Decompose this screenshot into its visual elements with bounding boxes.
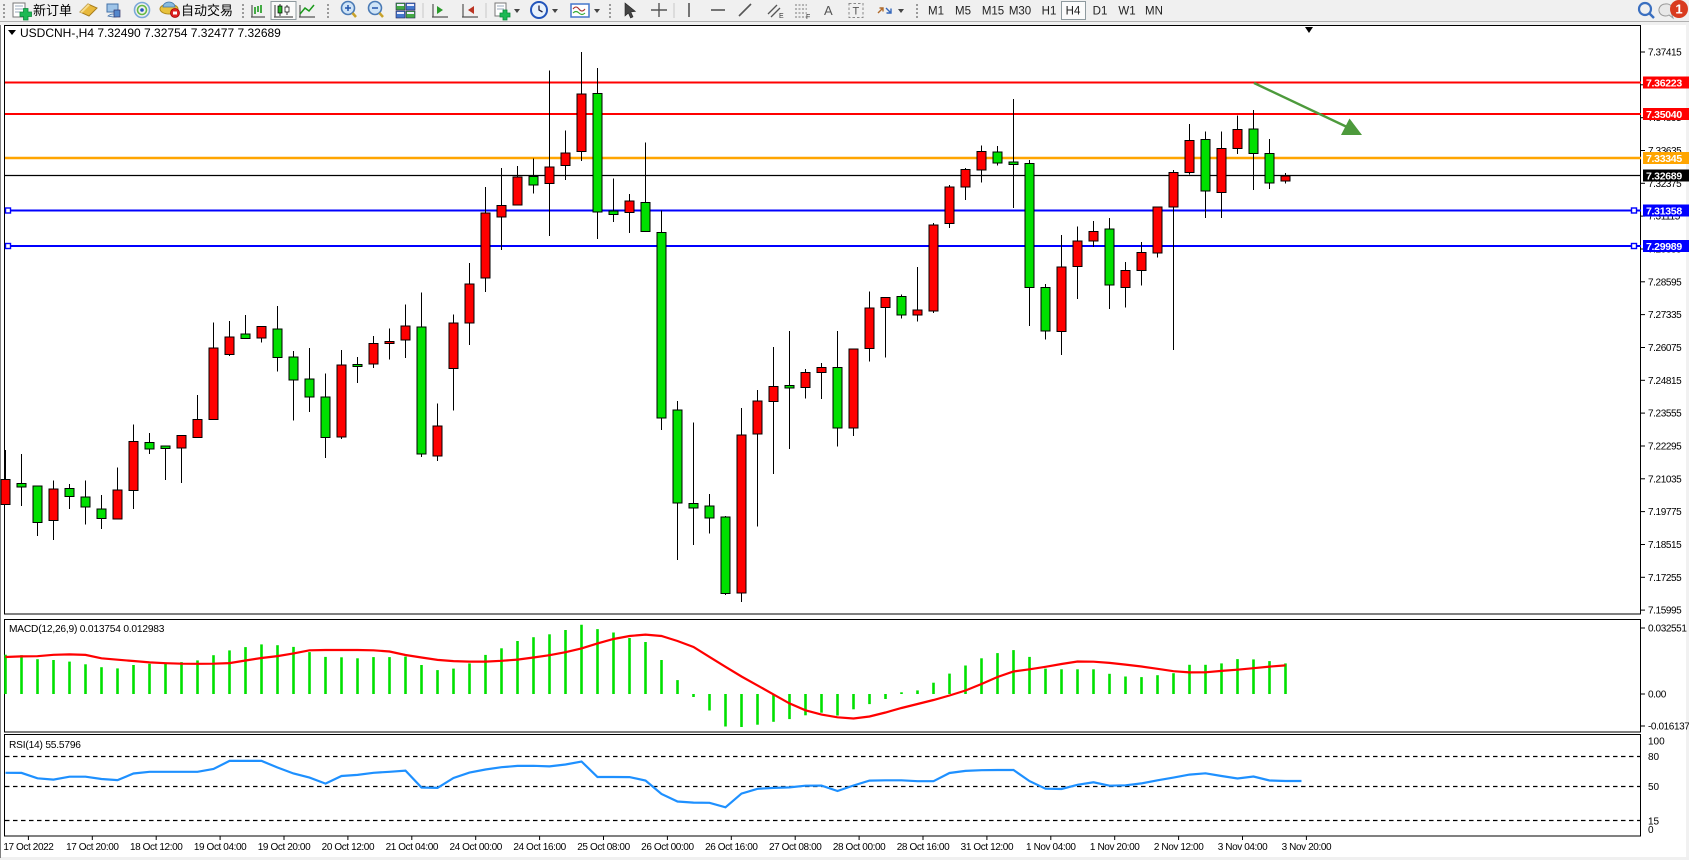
svg-text:3 Nov 20:00: 3 Nov 20:00	[1282, 842, 1332, 853]
svg-text:80: 80	[1648, 752, 1660, 763]
svg-text:M1: M1	[928, 6, 944, 18]
svg-text:7.33635: 7.33635	[1648, 146, 1682, 157]
svg-text:2 Nov 12:00: 2 Nov 12:00	[1154, 842, 1204, 853]
svg-text:T: T	[853, 6, 860, 18]
svg-text:3 Nov 04:00: 3 Nov 04:00	[1218, 842, 1268, 853]
svg-text:1 Nov 20:00: 1 Nov 20:00	[1090, 842, 1140, 853]
svg-text:7.22295: 7.22295	[1648, 442, 1682, 453]
svg-text:7.18515: 7.18515	[1648, 540, 1682, 551]
svg-text:7.31115: 7.31115	[1648, 212, 1681, 223]
svg-text:7.31358: 7.31358	[1646, 206, 1682, 218]
svg-text:26 Oct 00:00: 26 Oct 00:00	[641, 842, 694, 853]
svg-text:0.032551: 0.032551	[1648, 624, 1687, 635]
svg-text:7.27335: 7.27335	[1648, 310, 1682, 321]
svg-text:F: F	[806, 14, 810, 21]
svg-text:7.26075: 7.26075	[1648, 343, 1682, 354]
svg-text:USDCNH-,H4 7.32490 7.32754 7.: USDCNH-,H4 7.32490 7.32754 7.32477 7.326…	[20, 26, 281, 40]
svg-text:MACD(12,26,9) 0.013754 0.01298: MACD(12,26,9) 0.013754 0.012983	[9, 624, 165, 635]
svg-text:7.15995: 7.15995	[1648, 606, 1682, 617]
svg-text:E: E	[779, 13, 784, 20]
svg-text:7.35040: 7.35040	[1646, 109, 1682, 121]
svg-text:D1: D1	[1093, 6, 1108, 18]
svg-text:7.21035: 7.21035	[1648, 474, 1682, 485]
svg-text:7.36223: 7.36223	[1646, 78, 1682, 90]
svg-text:100: 100	[1648, 736, 1665, 747]
svg-text:7.37415: 7.37415	[1648, 48, 1682, 59]
svg-text:31 Oct 12:00: 31 Oct 12:00	[961, 842, 1014, 853]
svg-text:W1: W1	[1118, 6, 1135, 18]
svg-text:24 Oct 16:00: 24 Oct 16:00	[513, 842, 566, 853]
svg-text:28 Oct 00:00: 28 Oct 00:00	[833, 842, 886, 853]
svg-text:A: A	[824, 3, 833, 18]
svg-text:0: 0	[1648, 825, 1654, 836]
svg-text:15: 15	[1648, 817, 1660, 828]
svg-text:17 Oct 2022: 17 Oct 2022	[3, 842, 54, 853]
svg-text:7.17255: 7.17255	[1648, 573, 1682, 584]
svg-text:MN: MN	[1145, 6, 1163, 18]
svg-text:19 Oct 20:00: 19 Oct 20:00	[258, 842, 311, 853]
svg-text:RSI(14) 55.5796: RSI(14) 55.5796	[9, 740, 81, 751]
svg-text:1: 1	[1675, 2, 1682, 17]
svg-text:7.32375: 7.32375	[1648, 179, 1682, 190]
svg-text:7.28595: 7.28595	[1648, 277, 1682, 288]
svg-text:19 Oct 04:00: 19 Oct 04:00	[194, 842, 247, 853]
svg-text:50: 50	[1648, 782, 1660, 793]
svg-text:7.19775: 7.19775	[1648, 507, 1682, 518]
svg-text:28 Oct 16:00: 28 Oct 16:00	[897, 842, 950, 853]
svg-text:新订单: 新订单	[33, 3, 72, 18]
svg-text:7.33345: 7.33345	[1646, 153, 1682, 165]
svg-text:M30: M30	[1009, 6, 1031, 18]
svg-text:18 Oct 12:00: 18 Oct 12:00	[130, 842, 183, 853]
svg-text:7.23555: 7.23555	[1648, 409, 1682, 420]
svg-text:24 Oct 00:00: 24 Oct 00:00	[449, 842, 502, 853]
svg-text:H1: H1	[1042, 6, 1057, 18]
svg-text:0.00: 0.00	[1648, 690, 1667, 701]
svg-text:20 Oct 12:00: 20 Oct 12:00	[322, 842, 375, 853]
svg-text:-0.016137: -0.016137	[1648, 722, 1689, 733]
svg-text:17 Oct 20:00: 17 Oct 20:00	[66, 842, 119, 853]
svg-text:21 Oct 04:00: 21 Oct 04:00	[386, 842, 439, 853]
svg-text:26 Oct 16:00: 26 Oct 16:00	[705, 842, 758, 853]
svg-text:7.24815: 7.24815	[1648, 376, 1682, 387]
svg-text:7.32689: 7.32689	[1646, 171, 1682, 183]
svg-text:25 Oct 08:00: 25 Oct 08:00	[577, 842, 630, 853]
svg-text:H4: H4	[1066, 6, 1081, 18]
svg-text:1 Nov 04:00: 1 Nov 04:00	[1026, 842, 1076, 853]
svg-text:自动交易: 自动交易	[181, 3, 233, 18]
svg-text:M5: M5	[955, 6, 971, 18]
svg-text:27 Oct 08:00: 27 Oct 08:00	[769, 842, 822, 853]
svg-text:M15: M15	[982, 6, 1004, 18]
svg-text:7.29989: 7.29989	[1646, 241, 1682, 253]
